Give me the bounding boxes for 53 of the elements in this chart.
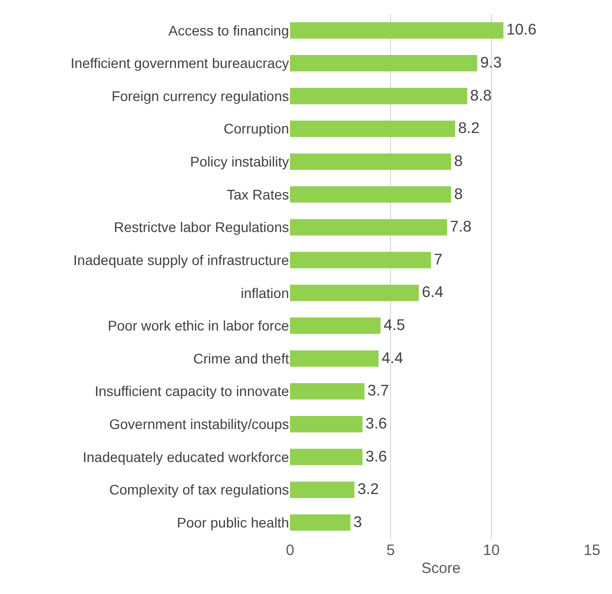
data-label: 3.7 <box>367 382 389 400</box>
data-label: 3.6 <box>365 448 387 466</box>
x-tick-label: 15 <box>584 542 600 559</box>
y-tick-label: Crime and theft <box>193 350 290 366</box>
data-label: 6.4 <box>422 284 444 302</box>
y-tick-label: Access to financing <box>168 22 289 38</box>
y-tick-label: Poor public health <box>176 514 289 530</box>
y-tick-label: Foreign currency regulations <box>112 88 289 104</box>
bar <box>290 55 478 72</box>
x-tick-label: 10 <box>482 542 500 559</box>
data-label: 10.6 <box>506 22 536 39</box>
y-tick-label: Tax Rates <box>226 186 289 202</box>
bar <box>290 186 452 203</box>
y-tick-label: Inadequately educated workforce <box>82 448 290 465</box>
data-label: 3.2 <box>357 481 379 498</box>
data-label: 7.8 <box>450 218 472 236</box>
data-label: 9.3 <box>480 54 502 72</box>
bar <box>290 120 456 138</box>
bar <box>290 416 362 432</box>
y-tick-label: Inefficient government bureaucracy <box>70 55 289 72</box>
bar <box>290 88 468 104</box>
bar <box>290 284 419 302</box>
data-label: 4.4 <box>382 350 404 367</box>
bar <box>290 350 379 367</box>
y-tick-label: Complexity of tax regulations <box>109 482 289 498</box>
x-tick-label: 5 <box>386 542 395 559</box>
y-tick-label: Poor work ethic in labor force <box>108 318 290 334</box>
data-label: 8.8 <box>470 87 492 104</box>
data-label: 8 <box>454 186 463 203</box>
data-label: 3.6 <box>365 416 387 432</box>
bar <box>290 22 504 39</box>
y-tick-label: Policy instability <box>190 154 289 170</box>
bar <box>290 318 381 334</box>
bar <box>290 514 350 531</box>
y-tick-label: Government instability/coups <box>109 416 289 432</box>
data-label: 7 <box>434 251 443 268</box>
data-label: 8 <box>454 153 463 170</box>
y-tick-label: Corruption <box>224 120 289 137</box>
y-tick-label: inflation <box>240 284 289 301</box>
bar <box>290 219 448 236</box>
data-label: 8.2 <box>458 120 480 138</box>
x-axis-title: Score <box>421 560 461 577</box>
bar <box>290 252 431 268</box>
data-label: 3 <box>353 514 362 531</box>
y-tick-label: Insufficient capacity to innovate <box>94 383 290 400</box>
data-label: 4.5 <box>384 317 406 334</box>
x-tick-label: 0 <box>286 542 294 559</box>
bar <box>290 153 452 170</box>
bar <box>290 383 364 400</box>
bar <box>290 448 362 466</box>
bar <box>290 482 354 498</box>
y-tick-label: Restrictve labor Regulations <box>114 219 289 236</box>
y-tick-label: Inadequate supply of infrastructure <box>73 252 290 268</box>
